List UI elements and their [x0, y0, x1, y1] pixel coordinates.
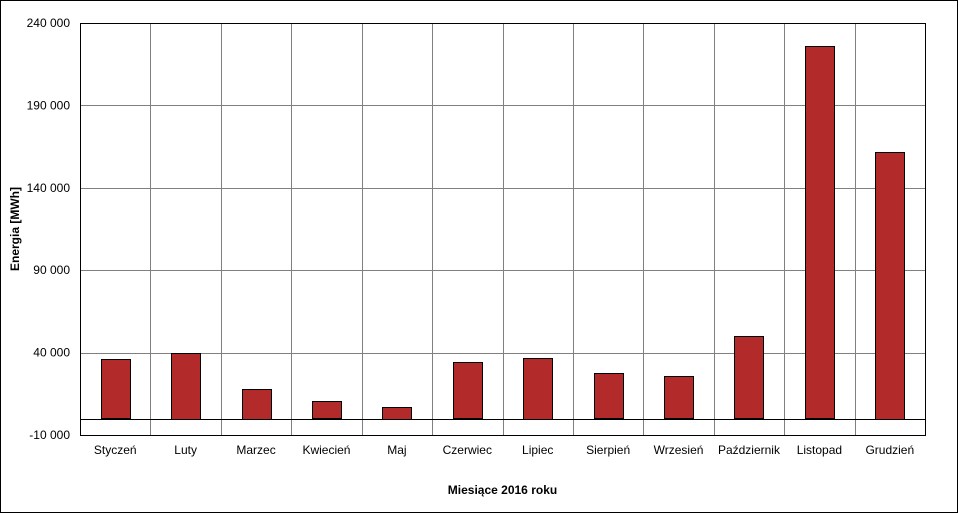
bar	[312, 401, 342, 419]
bar	[523, 358, 553, 420]
bar	[805, 46, 835, 419]
x-axis-title: Miesiące 2016 roku	[448, 483, 557, 497]
bar	[242, 389, 272, 420]
x-tick-labels: Styczeń Luty Marzec Kwiecień Maj Czerwiec Lipi…	[94, 443, 914, 457]
bar	[382, 407, 412, 420]
x-tick-label: Maj	[387, 443, 406, 457]
bar	[171, 353, 201, 420]
y-tick-label: 240 000	[27, 16, 71, 30]
x-tick-label: Styczeń	[94, 443, 137, 457]
y-tick-labels: -10 000 40 000 90 000 140 000 190 000 240 000	[27, 16, 71, 442]
bar	[594, 373, 624, 419]
x-tick-label: Lipiec	[522, 443, 553, 457]
x-tick-label: Kwiecień	[302, 443, 350, 457]
gridlines	[80, 23, 925, 436]
y-axis-title: Energia [MWh]	[8, 187, 22, 271]
x-tick-label: Wrzesień	[654, 443, 704, 457]
x-tick-label: Marzec	[236, 443, 275, 457]
bar	[453, 362, 483, 419]
bar	[101, 359, 131, 419]
y-tick-label: 40 000	[33, 346, 70, 360]
x-tick-label: Październik	[718, 443, 781, 457]
bar	[734, 336, 764, 419]
y-tick-label: 140 000	[27, 181, 71, 195]
x-tick-label: Czerwiec	[443, 443, 492, 457]
y-tick-label: 90 000	[33, 263, 70, 277]
bars	[101, 46, 905, 420]
bar	[664, 376, 694, 419]
x-tick-label: Sierpień	[586, 443, 630, 457]
y-tick-label: 190 000	[27, 98, 71, 112]
y-tick-label: -10 000	[29, 428, 70, 442]
x-tick-label: Listopad	[797, 443, 842, 457]
plot-area-border	[80, 23, 926, 436]
x-tick-label: Grudzień	[865, 443, 914, 457]
bar	[875, 152, 905, 420]
x-tick-label: Luty	[174, 443, 197, 457]
